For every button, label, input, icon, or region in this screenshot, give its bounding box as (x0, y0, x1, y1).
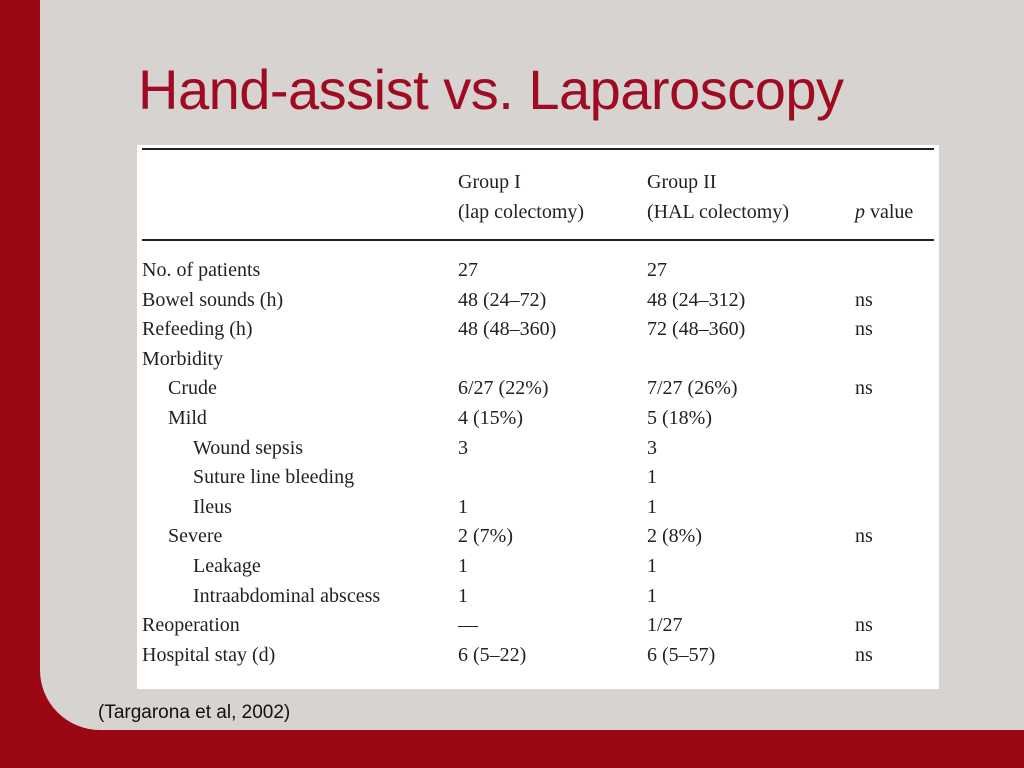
row-label: No. of patients (142, 259, 261, 281)
table-row: Bowel sounds (h) 48 (24–72) 48 (24–312) ns (137, 286, 939, 316)
cell-p-value: ns (855, 288, 873, 311)
header-group1-subtitle: (lap colectomy) (458, 201, 585, 223)
cell-p-value: ns (855, 525, 873, 548)
table-row: No. of patients 27 27 (137, 256, 939, 286)
header-group2-subtitle: (HAL colectomy) (647, 201, 789, 223)
cell-group1: 27 (458, 259, 478, 281)
row-label: Wound sepsis (193, 436, 304, 459)
row-label: Suture line bleeding (193, 466, 355, 489)
cell-group1: 3 (458, 436, 468, 459)
cell-group2: 1 (647, 555, 657, 577)
cell-group1: 6 (5–22) (458, 643, 527, 666)
table-row: Hospital stay (d) 6 (5–22) 6 (5–57) ns (137, 641, 939, 671)
table-row: Ileus 1 1 (137, 493, 939, 523)
cell-group1: 1 (458, 495, 468, 518)
cell-group1: 1 (458, 555, 468, 577)
row-label: Morbidity (142, 347, 224, 370)
row-label: Ileus (193, 495, 232, 518)
cell-group1: 48 (24–72) (458, 288, 547, 311)
table-row: Severe 2 (7%) 2 (8%) ns (137, 522, 939, 552)
cell-group2: 2 (8%) (647, 525, 702, 548)
cell-group2: 1 (647, 584, 657, 607)
cell-group1: 2 (7%) (458, 525, 513, 548)
slide-title: Hand-assist vs. Laparoscopy (138, 58, 844, 121)
table-row: Reoperation — 1/27 ns (137, 611, 939, 641)
table-header-rule (142, 239, 934, 241)
header-p-value: p value (855, 197, 913, 227)
header-p-label: value (865, 201, 914, 223)
row-label: Intraabdominal abscess (193, 584, 381, 607)
cell-group1: 1 (458, 584, 468, 607)
header-group1-title: Group I (458, 171, 521, 193)
results-table: Group I (lap colectomy) Group II (HAL co… (137, 145, 939, 689)
cell-group2: 3 (647, 436, 657, 459)
header-group1: Group I (lap colectomy) (458, 167, 584, 227)
citation: (Targarona et al, 2002) (98, 702, 291, 723)
row-label: Refeeding (h) (142, 318, 253, 341)
row-label: Leakage (193, 555, 261, 577)
header-group2: Group II (HAL colectomy) (647, 167, 789, 227)
row-label: Bowel sounds (h) (142, 288, 284, 311)
cell-p-value: ns (855, 318, 873, 341)
row-label: Severe (168, 525, 223, 548)
table-row: Mild 4 (15%) 5 (18%) (137, 404, 939, 434)
table-row: Wound sepsis 3 3 (137, 434, 939, 464)
cell-group2: 48 (24–312) (647, 288, 746, 311)
cell-group2: 27 (647, 259, 667, 281)
table-row: Crude 6/27 (22%) 7/27 (26%) ns (137, 374, 939, 404)
row-label: Reoperation (142, 614, 240, 637)
cell-group2: 5 (18%) (647, 407, 712, 429)
row-label: Crude (168, 377, 217, 400)
cell-group1: 4 (15%) (458, 407, 523, 429)
cell-group2: 7/27 (26%) (647, 377, 738, 400)
table-row: Intraabdominal abscess 1 1 (137, 582, 939, 612)
table-row: Suture line bleeding 1 (137, 463, 939, 493)
row-label: Hospital stay (d) (142, 643, 276, 666)
cell-group2: 1/27 (647, 614, 683, 637)
cell-group2: 1 (647, 495, 657, 518)
row-label: Mild (168, 407, 207, 429)
cell-group2: 72 (48–360) (647, 318, 746, 341)
cell-p-value: ns (855, 643, 873, 666)
header-p-symbol: p (855, 201, 865, 223)
cell-p-value: ns (855, 614, 873, 637)
cell-group1: — (458, 614, 478, 637)
cell-group2: 1 (647, 466, 657, 489)
table-row: Morbidity (137, 345, 939, 375)
cell-p-value: ns (855, 377, 873, 400)
table-top-rule (142, 148, 934, 150)
cell-group2: 6 (5–57) (647, 643, 716, 666)
table-row: Refeeding (h) 48 (48–360) 72 (48–360) ns (137, 315, 939, 345)
table-row: Leakage 1 1 (137, 552, 939, 582)
cell-group1: 6/27 (22%) (458, 377, 549, 400)
cell-group1: 48 (48–360) (458, 318, 557, 341)
header-group2-title: Group II (647, 171, 717, 193)
